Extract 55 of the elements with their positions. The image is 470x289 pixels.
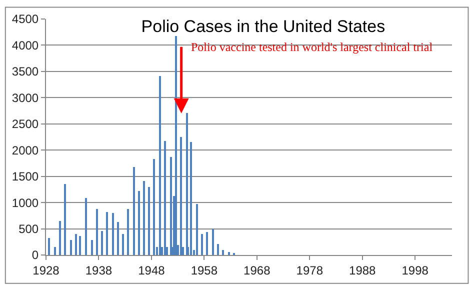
y-tick-label: 0	[32, 248, 39, 262]
bar	[96, 209, 98, 255]
bar	[228, 252, 230, 255]
bar	[70, 240, 72, 255]
bar	[217, 244, 219, 255]
x-tick-label: 1948	[138, 263, 166, 278]
bar	[190, 142, 192, 255]
y-tick-label: 3000	[12, 90, 39, 105]
bar	[180, 137, 182, 255]
y-tick-label: 1500	[12, 170, 39, 184]
y-tick-label: 2000	[12, 143, 39, 158]
bar	[48, 238, 50, 255]
bar	[170, 157, 172, 255]
bar	[101, 231, 103, 255]
bar	[106, 212, 108, 255]
bar	[153, 159, 155, 255]
y-tick-label: 2500	[12, 117, 39, 132]
bar	[112, 213, 114, 255]
bar	[85, 198, 87, 255]
x-tick-label: 1998	[402, 263, 429, 278]
bar	[186, 113, 188, 255]
bar	[75, 234, 77, 255]
bar	[64, 184, 66, 255]
x-tick-label: 1938	[85, 263, 112, 278]
bar	[143, 181, 145, 255]
bar	[159, 76, 161, 255]
bar	[59, 221, 61, 255]
bar	[148, 187, 150, 255]
bar	[164, 141, 166, 255]
bar	[91, 240, 93, 255]
bar	[133, 167, 135, 255]
bar	[175, 36, 177, 255]
bar	[201, 234, 203, 255]
y-tick-label: 3500	[12, 64, 39, 79]
bar	[122, 234, 124, 255]
bar	[196, 204, 198, 255]
chart-title: Polio Cases in the United States	[141, 17, 386, 36]
bar	[138, 191, 140, 255]
bar	[79, 236, 81, 255]
bar	[54, 247, 56, 255]
bar	[206, 232, 208, 255]
y-tick-label: 4000	[12, 38, 39, 52]
y-tick-label: 1000	[12, 196, 39, 210]
x-tick-label: 1988	[349, 263, 376, 278]
x-tick-label: 1968	[244, 263, 271, 278]
bar	[117, 222, 119, 255]
y-tick-label: 500	[18, 222, 39, 236]
x-tick-label: 1928	[32, 263, 60, 278]
y-tick-label: 4500	[12, 12, 39, 26]
x-tick-label: 1978	[296, 263, 324, 278]
bar	[222, 250, 224, 255]
annotation: Polio vaccine tested in world's largest clinical trial	[191, 40, 434, 54]
x-tick-label: 1958	[190, 263, 218, 278]
bar	[127, 209, 129, 255]
bar	[212, 229, 214, 255]
